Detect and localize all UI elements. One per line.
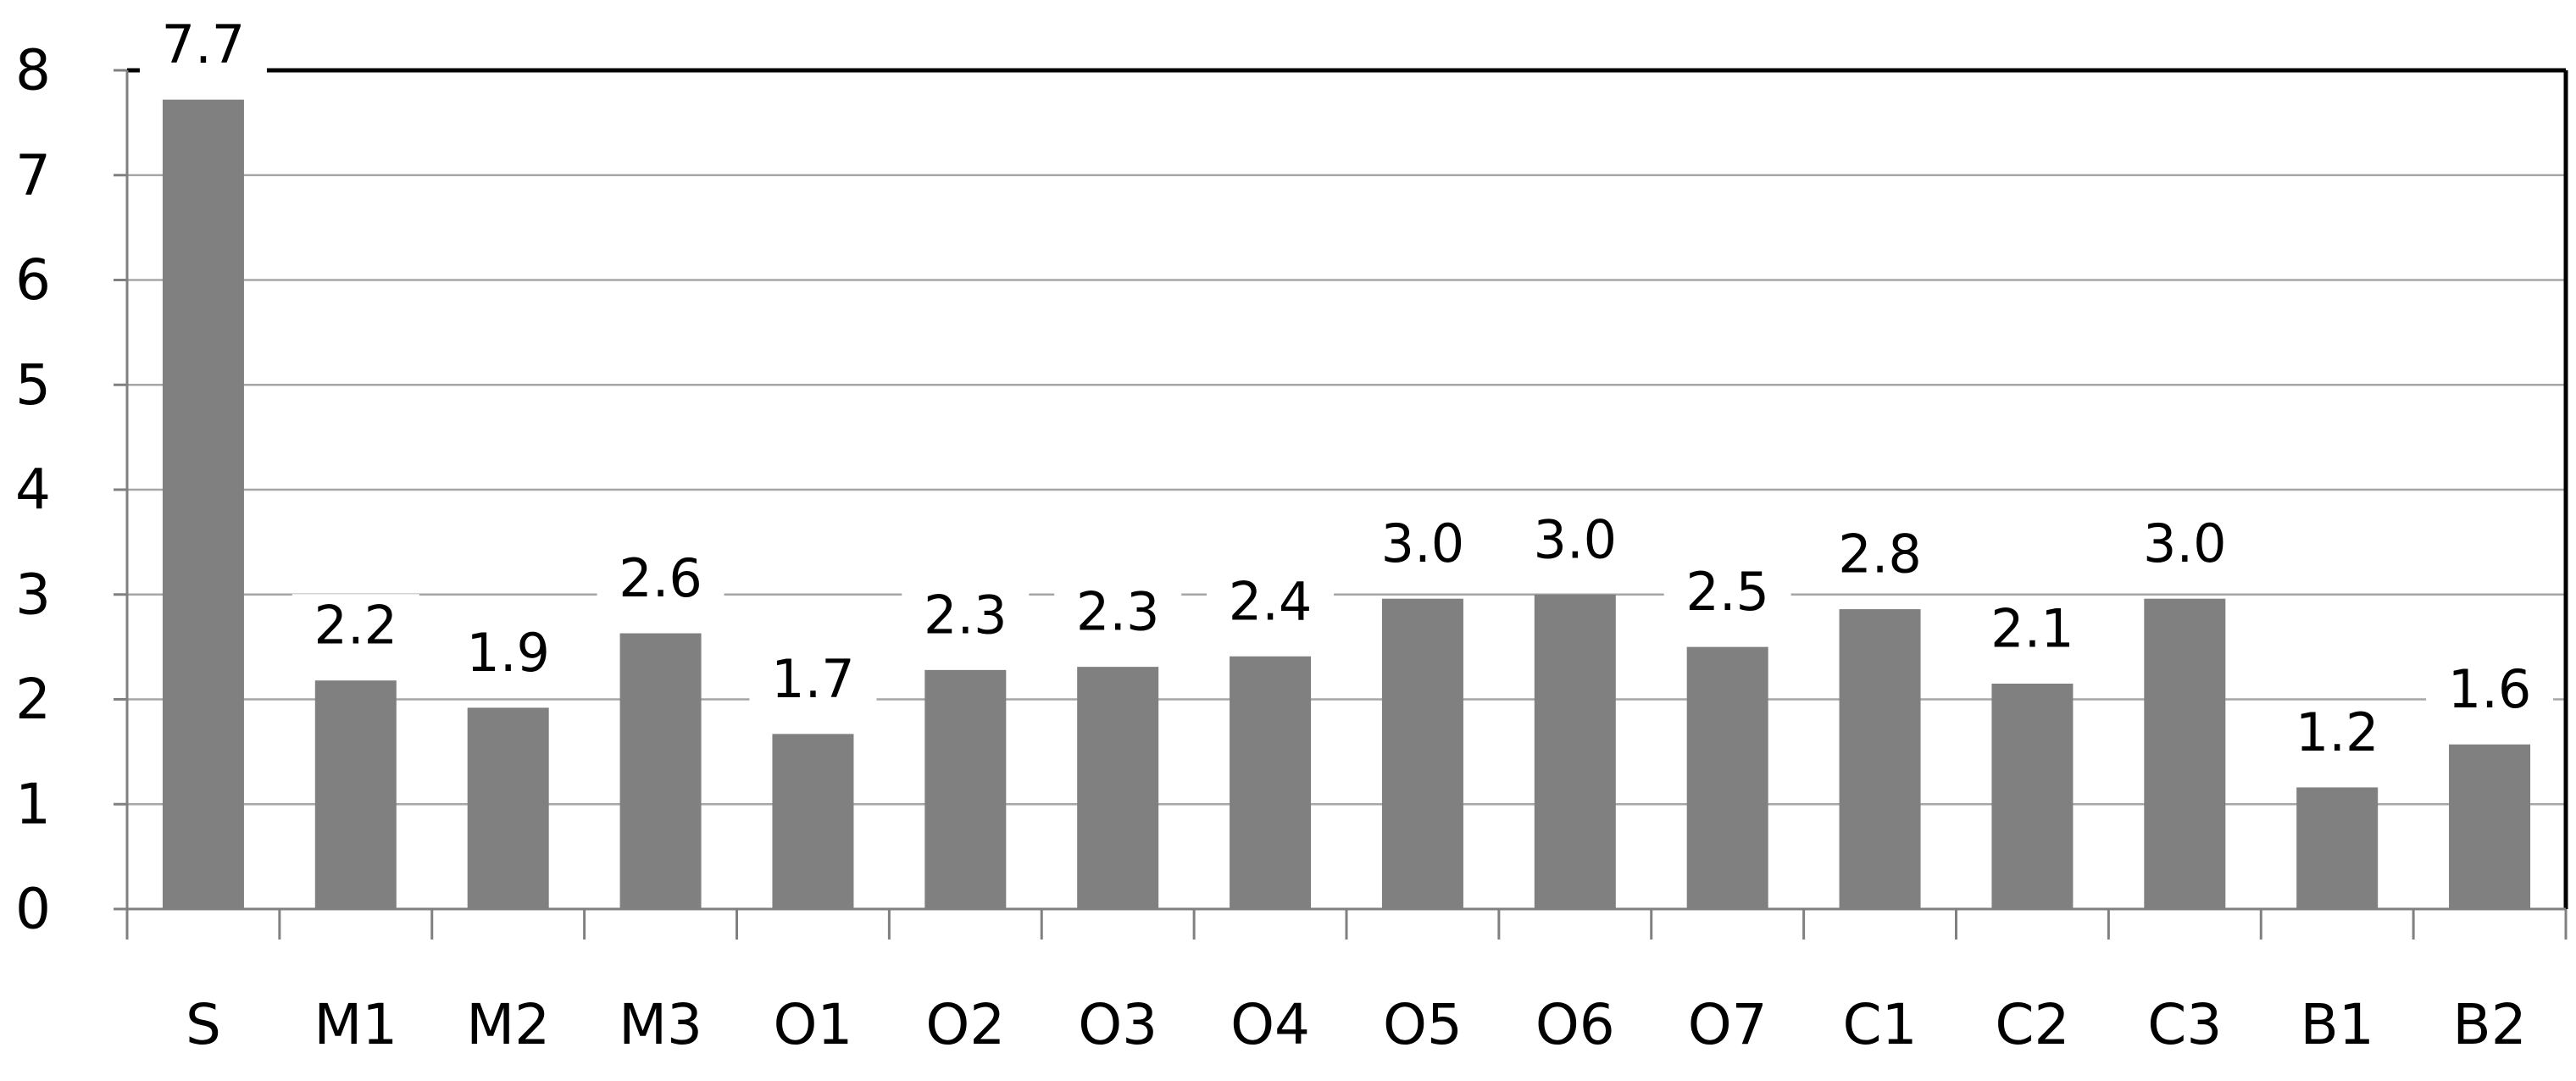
data-label-o7: 2.5	[1685, 561, 1769, 623]
y-tick-label: 4	[15, 457, 51, 523]
bar-m2	[467, 707, 549, 909]
data-label-background	[291, 594, 419, 657]
data-label-background	[597, 546, 724, 610]
category-label-b1: B1	[2301, 992, 2374, 1057]
category-label-s: S	[186, 992, 221, 1057]
category-label-c1: C1	[1843, 992, 1918, 1057]
data-label-c3: 3.0	[2143, 513, 2227, 574]
category-label-m1: M1	[314, 992, 397, 1057]
category-label-o2: O2	[925, 992, 1005, 1057]
bar-m3	[619, 633, 702, 909]
y-tick-label: 1	[15, 772, 51, 837]
data-label-m3: 2.6	[619, 547, 702, 609]
data-label-b2: 1.6	[2448, 658, 2532, 720]
y-tick-label: 6	[15, 247, 51, 313]
bars	[162, 99, 2531, 909]
tick-labels: 0 1 2 3 4 5 6 7 8 S M1 M2 M3 O1 O2 O3 O4 O5 O6 O7 C1 C2 C3 B1 B2	[15, 38, 2527, 1058]
data-label-m1: 2.2	[314, 595, 398, 657]
data-label-o4: 2.4	[1229, 570, 1313, 632]
category-label-m3: M3	[619, 992, 702, 1057]
data-label-background	[2121, 512, 2249, 575]
data-label-background	[1207, 569, 1335, 633]
gridlines	[127, 174, 2566, 806]
bar-o6	[1534, 594, 1616, 909]
data-label-s: 7.7	[162, 14, 246, 75]
bar-o2	[924, 669, 1007, 909]
y-tick-label: 2	[15, 667, 51, 732]
data-labels: 7.7 2.2 1.9 2.6 1.7 2.3 2.3 2.4 3.0 3.0 2.5 2.8 2.1 3…	[139, 13, 2554, 764]
category-label-o6: O6	[1535, 992, 1615, 1057]
data-label-background	[2426, 657, 2554, 721]
data-label-background	[902, 583, 1030, 646]
bar-o3	[1077, 667, 1159, 909]
axes	[114, 68, 2568, 940]
data-label-m2: 1.9	[466, 622, 550, 684]
bar-c1	[1839, 609, 1921, 909]
data-label-background	[1358, 512, 1486, 575]
data-label-o1: 1.7	[771, 648, 855, 710]
y-tick-label: 8	[15, 38, 51, 103]
bar-o7	[1686, 646, 1768, 909]
data-label-o3: 2.3	[1076, 581, 1160, 643]
data-label-c1: 2.8	[1838, 524, 1922, 585]
y-tick-label: 7	[15, 142, 51, 208]
bar-m1	[314, 680, 397, 909]
category-label-c3: C3	[2147, 992, 2222, 1057]
data-label-background	[1511, 507, 1639, 571]
bar-b2	[2449, 744, 2531, 909]
y-tick-label: 5	[15, 352, 51, 418]
data-label-c2: 2.1	[1990, 597, 2074, 659]
data-label-b1: 1.2	[2296, 701, 2379, 763]
category-label-c2: C2	[1995, 992, 2069, 1057]
data-label-background	[444, 621, 572, 685]
category-label-o7: O7	[1688, 992, 1768, 1057]
category-label-o1: O1	[773, 992, 852, 1057]
bar-o1	[772, 734, 854, 909]
category-label-o3: O3	[1078, 992, 1158, 1057]
y-tick-label: 3	[15, 562, 51, 627]
bar-c3	[2144, 598, 2226, 909]
data-label-o2: 2.3	[924, 584, 1008, 646]
data-label-o6: 3.0	[1534, 508, 1618, 570]
bar-o5	[1381, 598, 1463, 909]
category-label-o4: O4	[1230, 992, 1310, 1057]
data-label-background	[1816, 523, 1944, 586]
category-label-m2: M2	[466, 992, 550, 1057]
bar-c2	[1991, 683, 2074, 909]
category-label-o5: O5	[1383, 992, 1463, 1057]
data-label-background	[1054, 580, 1182, 644]
bar-s	[162, 99, 244, 909]
data-label-background	[2273, 701, 2401, 764]
y-tick-label: 0	[15, 877, 51, 942]
data-label-background	[749, 647, 877, 711]
bar-b1	[2296, 787, 2379, 909]
bar-o4	[1230, 656, 1312, 909]
data-label-background	[1968, 596, 2096, 660]
category-label-b2: B2	[2452, 992, 2526, 1057]
data-label-o5: 3.0	[1381, 513, 1465, 574]
data-label-background	[1663, 560, 1791, 624]
data-label-background	[139, 13, 267, 76]
